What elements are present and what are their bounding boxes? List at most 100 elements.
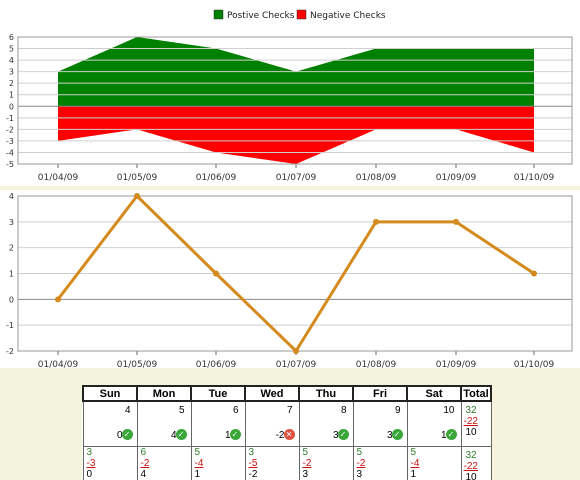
x-tick-label: 01/08/09: [356, 360, 397, 368]
day-negative-count: -2: [302, 458, 312, 469]
day-net-count: 4: [140, 469, 147, 480]
x-circle-icon: ✕: [283, 429, 295, 440]
header-tue: Tue: [190, 385, 246, 402]
calendar-week-row: 4 0 ✓ 5 4 ✓ 6 1 ✓ 7 -2 ✕ 8 3 ✓ 9 3 ✓ 10 1 ✓ 32 -22 10: [82, 400, 492, 447]
x-tick-label: 01/04/09: [38, 360, 79, 368]
check-circle-icon: ✓: [391, 429, 403, 440]
day-number: 4: [124, 405, 131, 416]
day-number: 9: [394, 405, 401, 416]
calendar-day-cell[interactable]: 5 -2 3: [352, 446, 408, 480]
y-tick-label: -1: [6, 321, 14, 330]
calendar-day-cell[interactable]: 5 -2 3: [298, 446, 354, 480]
y-tick-label: 0: [9, 102, 14, 111]
y-tick-label: 4: [9, 56, 14, 65]
y-tick-label: 3: [9, 68, 14, 77]
calendar-day-cell[interactable]: 6 1 ✓: [190, 400, 246, 447]
calendar-day-cell[interactable]: 9 3 ✓: [352, 400, 408, 447]
legend-label: Negative Checks: [310, 11, 386, 21]
y-tick-label: -2: [6, 125, 14, 134]
calendar-week-row: 3 -3 0 6 -2 4 5 -4 1 3 -5 -2 5 -2 3 5 -2 3 5 -4 1 32 -22 10: [82, 446, 492, 480]
x-tick-label: 01/10/09: [514, 173, 555, 183]
x-tick-label: 01/05/09: [117, 360, 158, 368]
checks-area-chart-panel: 6 5 4 3 2 1 0 -1 -2 -3 -4 -5 01/04/09 01/05/09 01/06/0…: [0, 0, 580, 186]
day-net-count: 3: [302, 469, 309, 480]
day-negative-count: -2: [140, 458, 150, 469]
total-negative: -22: [463, 416, 478, 427]
y-tick-label: 4: [9, 192, 14, 201]
check-circle-icon: ✓: [337, 429, 349, 440]
x-tick-label: 01/10/09: [514, 360, 555, 368]
x-tick-label: 01/07/09: [276, 173, 317, 183]
calendar-day-cell[interactable]: 3 -5 -2: [244, 446, 300, 480]
x-tick-label: 01/06/09: [196, 173, 237, 183]
calendar-day-cell[interactable]: 5 4 ✓: [136, 400, 192, 447]
x-tick-label: 01/09/09: [436, 360, 477, 368]
y-tick-label: 0: [9, 295, 14, 304]
x-tick-label: 01/05/09: [117, 173, 158, 183]
day-negative-count: -4: [194, 458, 204, 469]
calendar-day-cell[interactable]: 7 -2 ✕: [244, 400, 300, 447]
data-point: [213, 270, 219, 277]
day-positive-count: 6: [140, 447, 147, 458]
x-tick-label: 01/09/09: [436, 173, 477, 183]
y-tick-label: 1: [9, 270, 14, 279]
calendar-day-cell[interactable]: 5 -4 1: [190, 446, 246, 480]
total-positive: 32: [465, 405, 477, 416]
x-tick-label: 01/07/09: [276, 360, 317, 368]
day-net-count: 3: [356, 469, 363, 480]
calendar-header-row: Sun Mon Tue Wed Thu Fri Sat Total: [82, 385, 492, 402]
day-number: 6: [232, 405, 239, 416]
check-circle-icon: ✓: [121, 429, 133, 440]
y-tick-label: -4: [6, 148, 14, 157]
check-circle-icon: ✓: [445, 429, 457, 440]
header-total: Total: [460, 385, 492, 402]
x-tick-label: 01/06/09: [196, 360, 237, 368]
header-mon: Mon: [136, 385, 192, 402]
y-tick-label: -1: [6, 114, 14, 123]
day-number: 10: [443, 405, 455, 416]
check-circle-icon: ✓: [229, 429, 241, 440]
data-point: [293, 348, 299, 354]
plot-frame: [17, 36, 573, 165]
calendar-day-cell[interactable]: 8 3 ✓: [298, 400, 354, 447]
day-net-value: 0: [116, 430, 123, 441]
calendar-day-cell[interactable]: 6 -2 4: [136, 446, 192, 480]
day-net-count: 0: [86, 469, 93, 480]
x-tick-label: 01/08/09: [356, 173, 397, 183]
day-net-value: 3: [332, 430, 339, 441]
day-negative-count: -2: [356, 458, 366, 469]
day-positive-count: 5: [410, 447, 417, 458]
calendar-panel: Sun Mon Tue Wed Thu Fri Sat Total 4 0 ✓ 5 4 ✓…: [82, 385, 497, 480]
y-tick-label: 3: [9, 218, 14, 227]
day-net-value: -2: [275, 430, 285, 441]
data-point: [453, 218, 459, 225]
day-positive-count: 3: [248, 447, 255, 458]
day-number: 5: [178, 405, 185, 416]
check-circle-icon: ✓: [175, 429, 187, 440]
day-net-count: 1: [194, 469, 201, 480]
y-tick-label: 2: [9, 79, 14, 88]
net-checks-line-chart-panel: 4 3 2 1 0 -1 -2 01/04/09 01/05/09 01/06/09 01/07/0…: [0, 190, 580, 370]
legend-swatch: [213, 9, 224, 20]
checks-area-chart: 6 5 4 3 2 1 0 -1 -2 -3 -4 -5 01/04/09 01/05/09 01/06/0…: [6, 9, 573, 183]
day-positive-count: 3: [86, 447, 93, 458]
y-tick-label: 5: [9, 45, 14, 54]
day-number: 7: [286, 405, 293, 416]
calendar-day-cell[interactable]: 3 -3 0: [82, 446, 138, 480]
y-tick-label: -3: [6, 137, 14, 146]
week-total-cell: 32 -22 10: [460, 446, 492, 480]
y-tick-label: 6: [9, 33, 14, 42]
total-net: 10: [465, 472, 477, 480]
header-wed: Wed: [244, 385, 300, 402]
y-tick-label: 1: [9, 91, 14, 100]
calendar-day-cell[interactable]: 4 0 ✓: [82, 400, 138, 447]
y-tick-label: -2: [6, 347, 14, 356]
day-positive-count: 5: [302, 447, 309, 458]
header-sun: Sun: [82, 385, 138, 402]
total-negative: -22: [463, 461, 478, 472]
calendar-day-cell[interactable]: 5 -4 1: [406, 446, 462, 480]
calendar-day-cell[interactable]: 10 1 ✓: [406, 400, 462, 447]
legend-label: Postive Checks: [227, 11, 295, 21]
x-tick-label: 01/04/09: [38, 173, 79, 183]
negative-checks-area: [58, 106, 534, 164]
